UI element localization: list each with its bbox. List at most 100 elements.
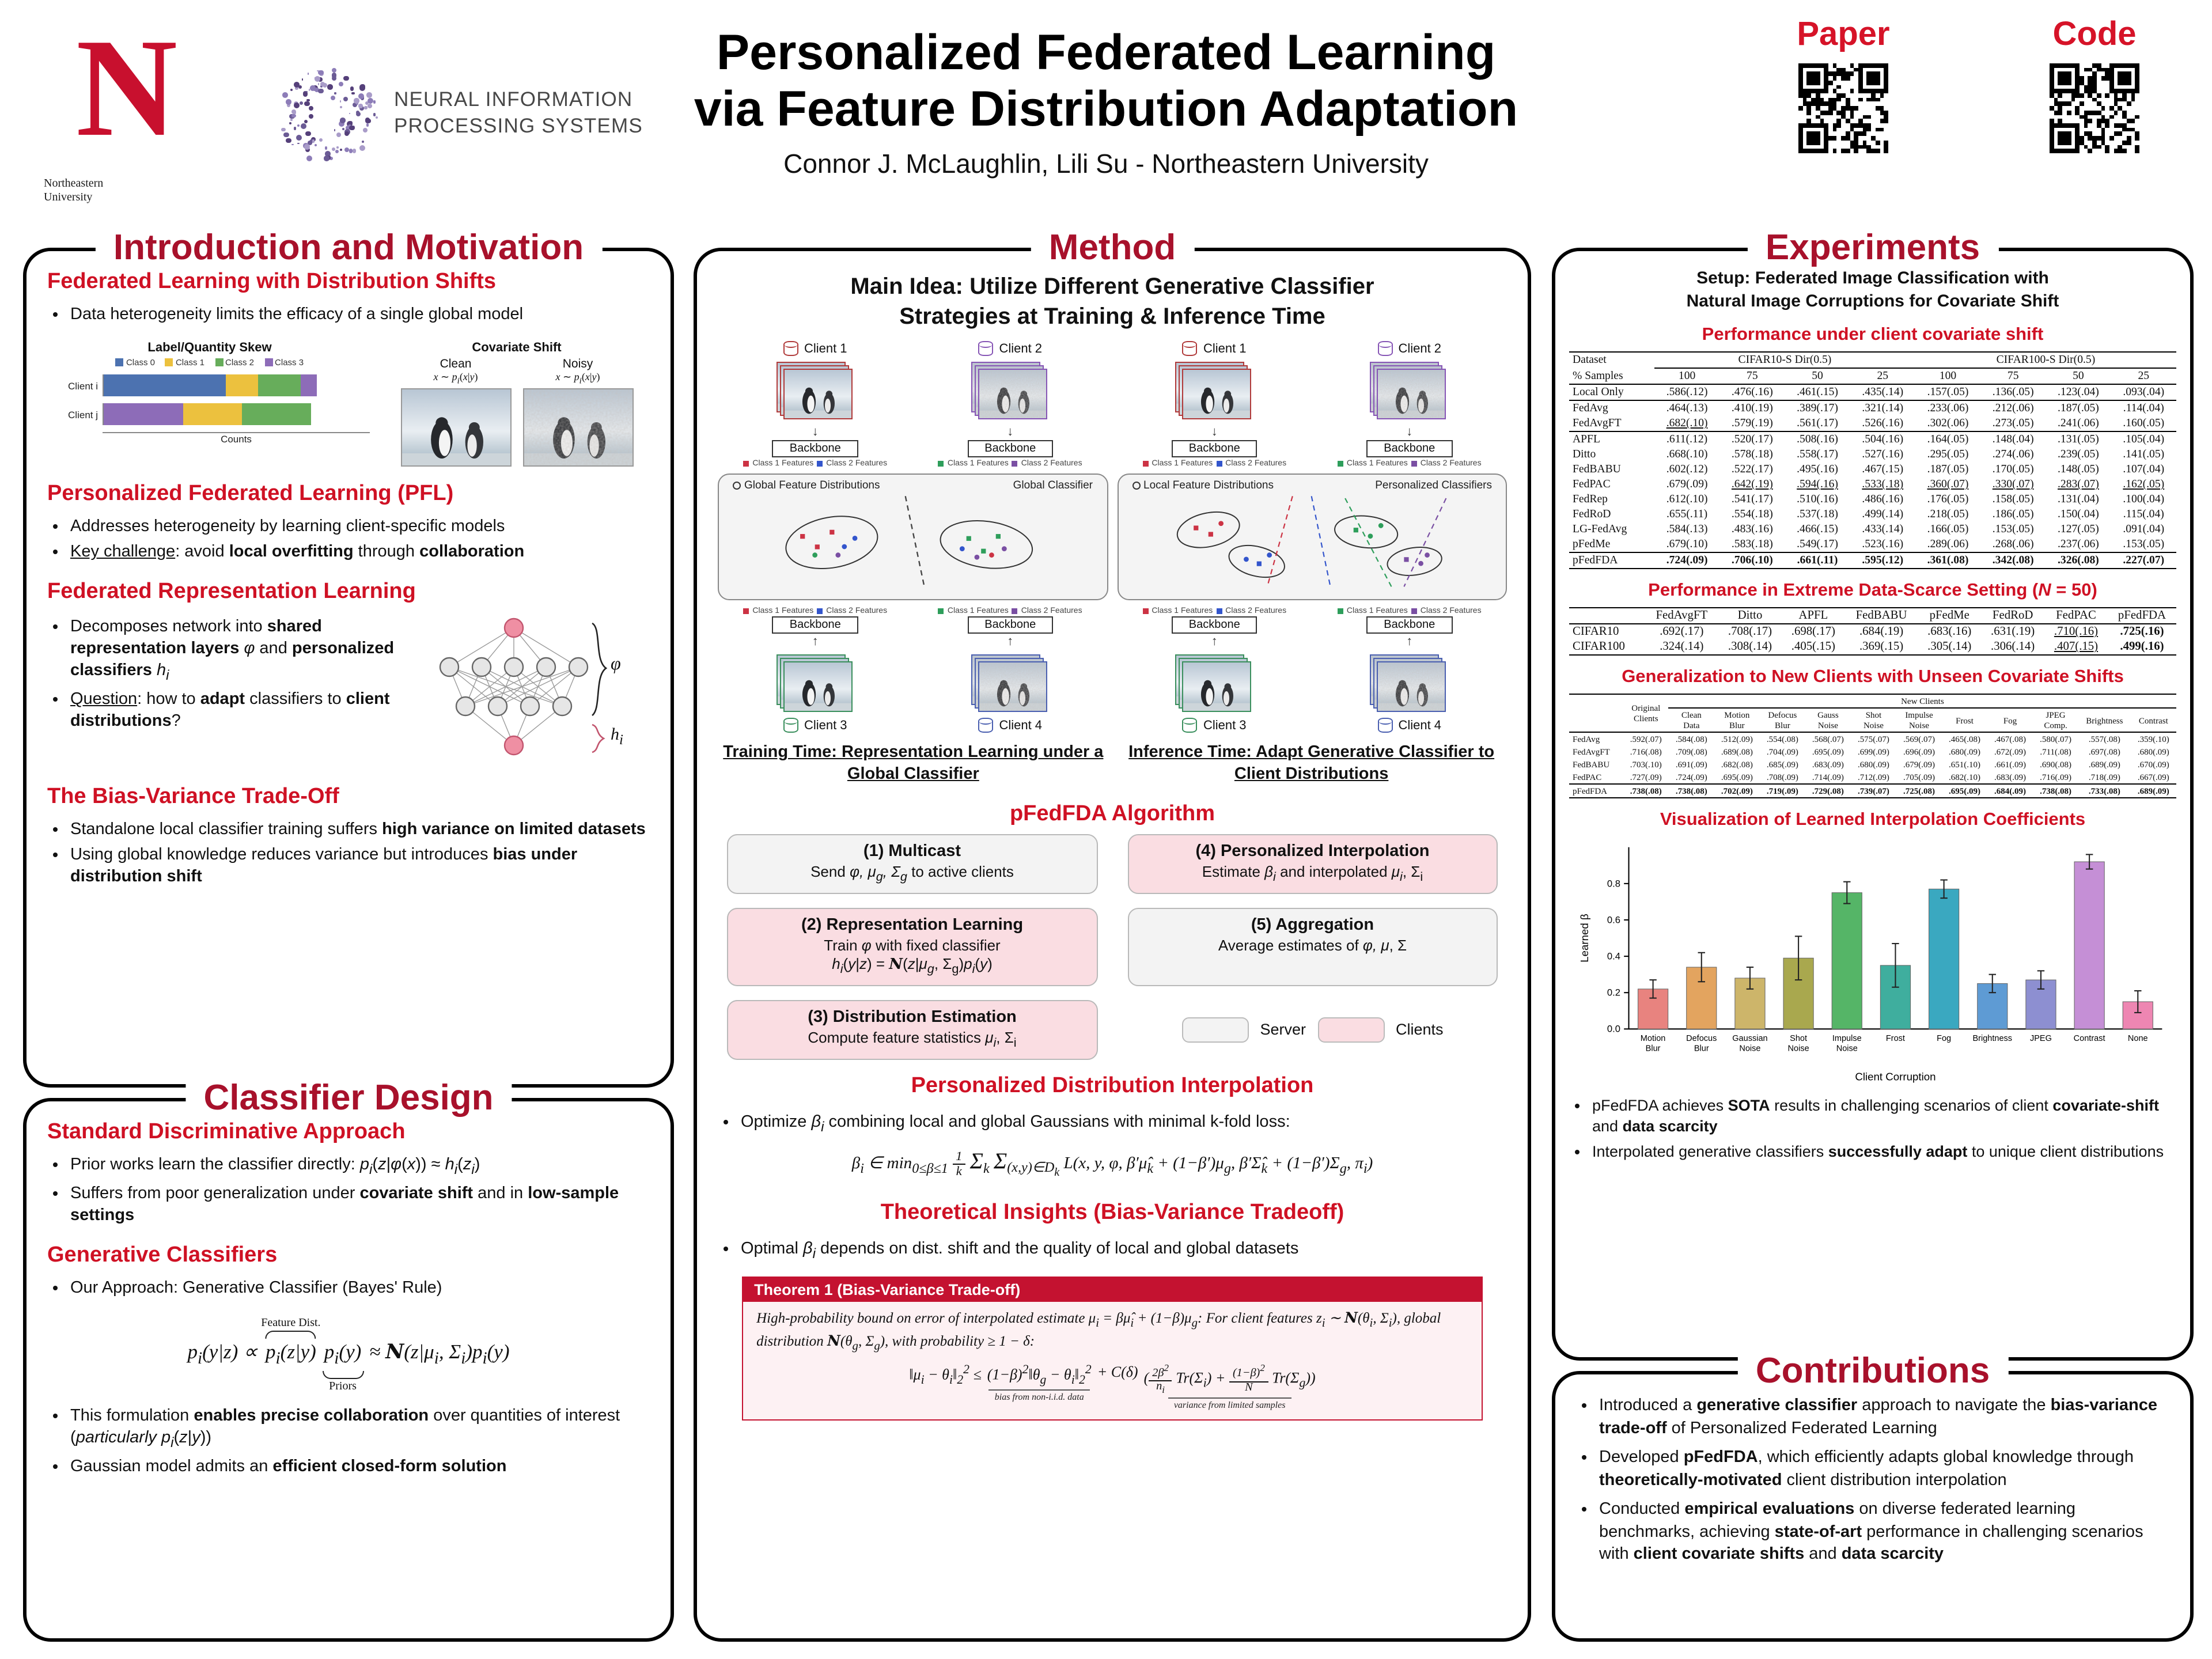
contribution-1: Introduced a generative classifier appro…: [1599, 1395, 2169, 1440]
backbone-box: Backbone: [1171, 440, 1257, 458]
svg-text:0.8: 0.8: [1607, 878, 1620, 889]
svg-text:0.6: 0.6: [1607, 914, 1620, 925]
section-federated-representation: Federated Representation Learning: [47, 579, 416, 604]
client-2-block: Client 2 ↓ Backbone Class 1 Features Clas…: [1319, 341, 1501, 468]
experiments-panel: Experiments Setup: Federated Image Class…: [1552, 225, 2194, 1361]
client-2-block: Client 2 ↓ Backbone Class 1 Features Clas…: [919, 341, 1101, 468]
section-generative: Generative Classifiers: [47, 1243, 278, 1268]
method-panel: Method Main Idea: Utilize Different Gene…: [694, 225, 1531, 1642]
paper-label: Paper: [1797, 16, 1890, 53]
up-arrow-icon: ↑: [1406, 635, 1413, 649]
newclients-table: Original Clients New Clients Clean Data Motio…: [1569, 694, 2176, 798]
datascarce-table-el: FedAvgFT Ditto APFL FedBABU pFedMe FedRoD FedP…: [1569, 607, 2176, 656]
distribution-shift-figures: Label/Quantity Skew Class 0 Class 1 Class …: [50, 341, 647, 467]
neurips-logo: NEURAL INFORMATION PROCESSING SYSTEMS: [274, 60, 643, 166]
authors: Connor J. McLaughlin, Lili Su - Northeas…: [783, 149, 1429, 179]
svg-text:0.4: 0.4: [1607, 950, 1620, 961]
svg-text:Noise: Noise: [1739, 1044, 1760, 1054]
class-features-legend: Class 1 Features Class 2 Features: [938, 460, 1082, 468]
database-icon: [1182, 718, 1198, 733]
clean-label: Clean: [440, 357, 472, 372]
theorem-formula: ‖μi − θi‖22 ≤ (1−β)2‖θg − θi‖22 bias from…: [909, 1361, 1316, 1411]
hi-label: hi: [611, 726, 623, 748]
formula-lhs: pi(y|z) ∝: [187, 1340, 258, 1369]
title-line2: via Feature Distribution Adaptation: [694, 81, 1518, 137]
step-personalized-interpolation: (4) Personalized Interpolation Estimate β…: [1127, 834, 1498, 894]
database-icon: [978, 718, 994, 733]
clients-legend-label: Clients: [1396, 1021, 1444, 1039]
client-4-block: Client 4 ↑ Backbone Class 1 Features Clas…: [919, 606, 1101, 733]
inference-bottom-clients: Client 3 ↑ Backbone Class 1 Features Clas…: [1117, 606, 1507, 733]
phi-label: φ: [611, 654, 621, 675]
class-features-legend: Class 1 Features Class 2 Features: [1142, 607, 1286, 615]
interpolation-bullet: Optimize βi combining local and global G…: [741, 1111, 1507, 1137]
section-bias-variance: The Bias-Variance Trade-Off: [47, 785, 339, 809]
svg-text:Shot: Shot: [1790, 1034, 1807, 1043]
database-icon: [978, 341, 994, 356]
covariate-table: Dataset CIFAR10-S Dir(0.5) CIFAR100-S Dir(…: [1569, 351, 2176, 569]
class-features-legend: Class 1 Features Class 2 Features: [743, 460, 887, 468]
covariate-figure-title: Covariate Shift: [472, 341, 562, 355]
setup-line: Setup: Federated Image Classification wi…: [1686, 268, 2059, 310]
experiments-bullet-2: Interpolated generative classifiers succ…: [1592, 1141, 2176, 1162]
bias-underbrace-label: bias from non-i.i.d. data: [988, 1389, 1090, 1402]
svg-text:Frost: Frost: [1886, 1034, 1905, 1043]
panel-title-method: Method: [1030, 225, 1195, 271]
skew-bar-row: Client i: [50, 374, 370, 397]
neurips-logo-text: NEURAL INFORMATION PROCESSING SYSTEMS: [394, 87, 643, 139]
interpolation-heading: Personalized Distribution Interpolation: [911, 1073, 1314, 1098]
bullet-disc-1: Prior works learn the classifier directl…: [70, 1154, 650, 1180]
contribution-2: Developed pFedFDA, which efficiently ada…: [1599, 1447, 2169, 1492]
backbone-box: Backbone: [967, 440, 1054, 458]
training-top-clients: Client 1 ↓ Backbone Class 1 Features Clas…: [718, 341, 1108, 468]
client-1-block: Client 1 ↓ Backbone Class 1 Features Clas…: [724, 341, 906, 468]
inference-diagram: Client 1 ↓ Backbone Class 1 Features Clas…: [1117, 341, 1507, 733]
section-discriminative: Standard Discriminative Approach: [47, 1120, 406, 1144]
neurips-text-line1: NEURAL INFORMATION: [394, 88, 633, 111]
formula-prior-term: pi(y) Priors: [322, 1340, 364, 1392]
theoretical-insights-heading: Theoretical Insights (Bias-Variance Trad…: [880, 1200, 1344, 1225]
introduction-panel: Introduction and Motivation Federated Le…: [23, 225, 674, 1088]
step-representation-learning: (2) Representation Learning Train φ with …: [727, 907, 1097, 987]
skew-xlabel: Counts: [221, 433, 252, 445]
main-idea-heading: Main Idea: Utilize Different Generative …: [850, 274, 1374, 329]
class-features-legend: Class 1 Features Class 2 Features: [1142, 460, 1286, 468]
svg-text:Fog: Fog: [1937, 1034, 1951, 1043]
down-arrow-icon: ↓: [1211, 425, 1218, 439]
neurips-logo-icon: [274, 60, 380, 166]
backbone-box: Backbone: [967, 616, 1054, 634]
paper-qr-block: Paper: [1774, 16, 1912, 158]
global-feature-distributions-label: Global Feature Distributions: [744, 479, 880, 493]
newclients-table-el: Original Clients New Clients Clean Data Motio…: [1569, 694, 2176, 798]
database-icon: [1377, 341, 1393, 356]
noisy-penguin-image: [522, 388, 633, 467]
formula-feature-term: Feature Dist. pi(z|y): [261, 1317, 321, 1369]
bullet-frl-1: Decomposes network into shared represent…: [70, 616, 412, 685]
database-icon: [783, 718, 798, 733]
client-1-block: Client 1 ↓ Backbone Class 1 Features Clas…: [1123, 341, 1305, 468]
svg-text:Noise: Noise: [1788, 1044, 1809, 1054]
northeastern-logo: N Northeastern University: [35, 18, 219, 209]
panel-title-introduction: Introduction and Motivation: [94, 225, 603, 271]
client-4-images: [971, 654, 1050, 714]
distribution-ring-icon: [733, 482, 741, 490]
down-arrow-icon: ↓: [1007, 425, 1014, 439]
svg-text:JPEG: JPEG: [2030, 1034, 2052, 1043]
step-multicast: (1) Multicast Send φ, μg, Σg to active cl…: [727, 834, 1097, 894]
feature-dist-annotation: Feature Dist.: [261, 1317, 321, 1339]
beta-chart: 0.0 0.2 0.4 0.6 0.8 Motion Blur Defocus Blur Gaus…: [1569, 835, 2176, 1089]
poster-title: Personalized Federated Learning via Featu…: [599, 25, 1613, 137]
theoretical-insights-bullet: Optimal βi depends on dist. shift and th…: [741, 1238, 1507, 1264]
backbone-box: Backbone: [772, 616, 858, 634]
training-caption: Training Time: Representation Learning u…: [723, 743, 1104, 784]
bullet-gen-2: This formulation enables precise collabo…: [70, 1405, 650, 1452]
priors-annotation: Priors: [322, 1370, 364, 1392]
section-distribution-shifts: Federated Learning with Distribution Shi…: [47, 270, 497, 294]
skew-figure-title: Label/Quantity Skew: [147, 341, 272, 355]
class-features-legend: Class 1 Features Class 2 Features: [743, 607, 887, 615]
datascarce-table: FedAvgFT Ditto APFL FedBABU pFedMe FedRoD FedP…: [1569, 607, 2176, 656]
class-features-legend: Class 1 Features Class 2 Features: [1337, 460, 1482, 468]
contribution-3: Conducted empirical evaluations on diver…: [1599, 1499, 2169, 1567]
noisy-image-column: Noisy x ∼ pi(x|y): [522, 357, 633, 467]
